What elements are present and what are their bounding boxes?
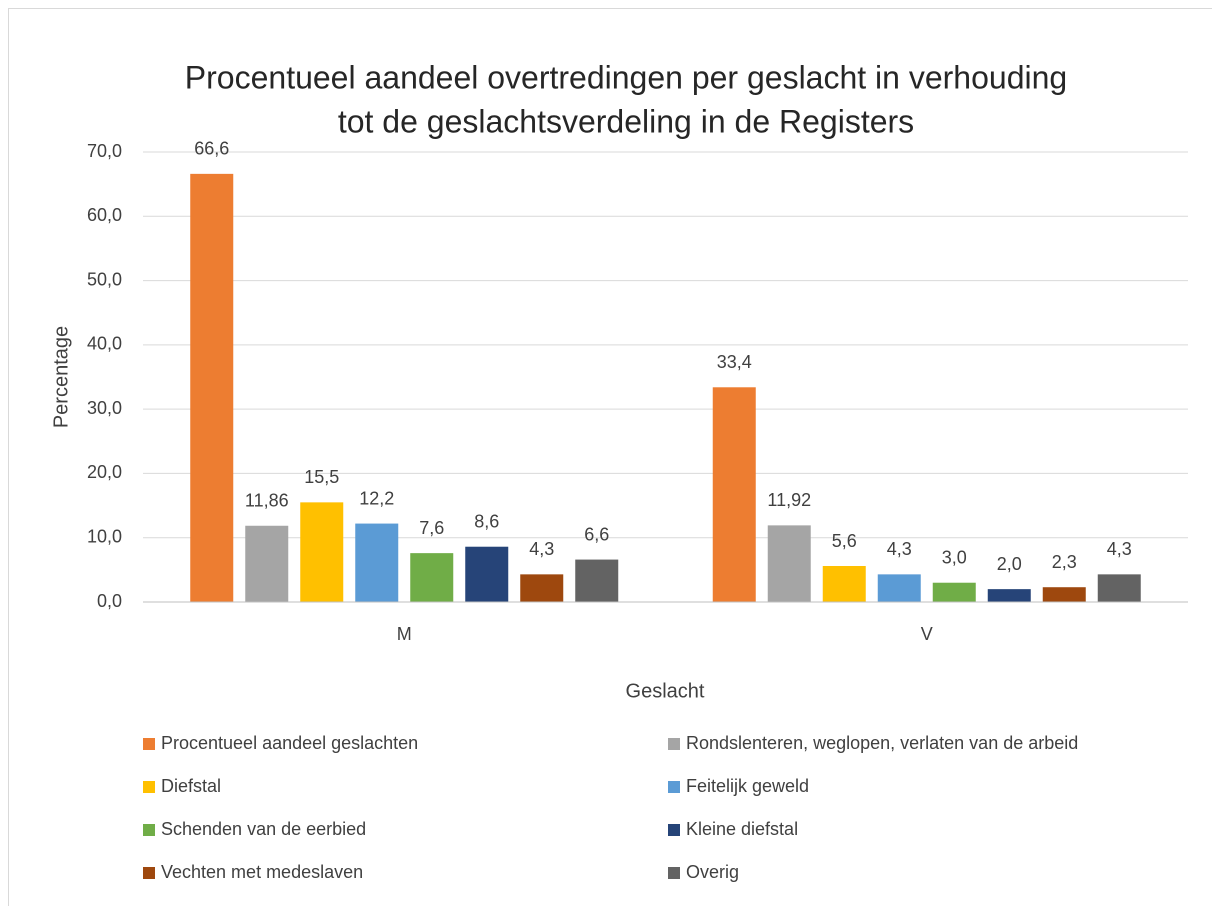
data-label: 4,3 [529,539,554,559]
y-tick-label: 50,0 [87,269,122,289]
y-tick-label: 30,0 [87,398,122,418]
legend-swatch [668,824,680,836]
bar [822,566,866,602]
y-tick-label: 0,0 [97,591,122,611]
legend-swatch [668,738,680,750]
data-label: 2,3 [1052,552,1077,572]
bar [410,553,454,602]
x-tick-label: V [921,624,933,644]
legend-label: Kleine diefstal [686,819,798,839]
chart-title: Procentueel aandeel overtredingen per ge… [185,59,1067,95]
bar [712,387,756,602]
legend-label: Overig [686,862,739,882]
bar [355,523,399,602]
legend-label: Schenden van de eerbied [161,819,366,839]
bar [465,546,509,602]
data-label: 2,0 [997,554,1022,574]
data-label: 4,3 [1107,539,1132,559]
data-label: 6,6 [584,524,609,544]
data-label: 15,5 [304,467,339,487]
bar [245,525,289,602]
bar [767,525,811,602]
legend-label: Diefstal [161,776,221,796]
legend-swatch [668,781,680,793]
data-label: 12,2 [359,488,394,508]
bar [300,502,344,602]
bar [190,173,234,602]
y-tick-label: 60,0 [87,205,122,225]
bar [575,559,619,602]
y-tick-label: 70,0 [87,141,122,161]
data-label: 4,3 [887,539,912,559]
bar [932,582,976,602]
data-label: 66,6 [194,139,229,159]
legend-swatch [143,824,155,836]
data-label: 33,4 [717,352,752,372]
data-label: 8,6 [474,511,499,531]
y-tick-label: 20,0 [87,462,122,482]
y-tick-label: 10,0 [87,526,122,546]
legend-label: Vechten met medeslaven [161,862,363,882]
chart-border [8,8,1212,906]
chart-title: tot de geslachtsverdeling in de Register… [338,103,914,139]
bar [1097,574,1141,602]
bar [1042,587,1086,602]
legend-swatch [143,738,155,750]
legend-swatch [143,781,155,793]
y-tick-label: 40,0 [87,334,122,354]
bar [520,574,564,602]
y-axis-title: Percentage [50,326,72,428]
x-tick-label: M [397,624,412,644]
data-label: 11,92 [767,490,811,510]
x-axis-title: Geslacht [626,680,705,702]
legend-label: Procentueel aandeel geslachten [161,733,418,753]
data-label: 11,86 [245,491,289,511]
legend-swatch [668,867,680,879]
legend-swatch [143,867,155,879]
legend-label: Rondslenteren, weglopen, verlaten van de… [686,733,1078,753]
bar [877,574,921,602]
legend-label: Feitelijk geweld [686,776,809,796]
bar [987,589,1031,602]
data-label: 5,6 [832,531,857,551]
data-label: 3,0 [942,547,967,567]
data-label: 7,6 [419,518,444,538]
